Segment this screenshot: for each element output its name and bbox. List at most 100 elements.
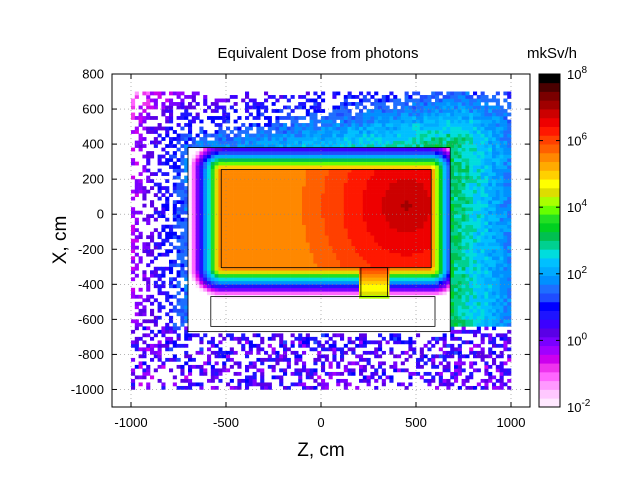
heatmap-cell [389,210,394,215]
heatmap-cell [142,354,147,359]
heatmap-cell [203,168,208,173]
heatmap-cell [188,189,193,194]
heatmap-cell [397,266,402,271]
heatmap-cell [260,221,265,226]
heatmap-cell [347,95,352,99]
heatmap-cell [275,207,280,212]
heatmap-cell [241,179,246,183]
heatmap-cell [207,228,212,233]
heatmap-cell [146,98,151,103]
heatmap-cell [359,228,364,233]
heatmap-cell [153,273,158,278]
heatmap-cell [328,224,333,229]
heatmap-cell [317,189,322,194]
heatmap-cell [351,214,356,219]
heatmap-cell [408,382,413,387]
heatmap-cell [283,385,288,390]
heatmap-cell [245,147,250,152]
heatmap-cell [195,193,200,197]
heatmap-cell [324,238,329,243]
heatmap-cell [454,273,459,278]
heatmap-cell [435,172,440,176]
heatmap-cell [279,133,284,138]
heatmap-cell [321,137,326,141]
heatmap-cell [222,273,227,278]
heatmap-cell [286,189,291,194]
heatmap-cell [332,291,337,296]
heatmap-cell [412,371,417,376]
heatmap-cell [370,277,375,282]
heatmap-cell [435,168,440,173]
heatmap-cell [340,151,345,155]
heatmap-cell [412,151,417,155]
heatmap-cell [279,193,284,197]
heatmap-cell [397,102,402,106]
heatmap-cell [184,161,189,166]
heatmap-cell [150,259,155,264]
heatmap-cell [370,203,375,208]
heatmap-cell [210,221,215,226]
heatmap-cell [245,203,250,208]
heatmap-cell [397,196,402,201]
heatmap-cell [184,165,189,169]
heatmap-cell [438,242,443,247]
heatmap-cell [233,200,238,204]
heatmap-cell [435,193,440,197]
heatmap-cell [222,238,227,243]
heatmap-cell [275,98,280,103]
heatmap-cell [180,273,185,278]
heatmap-cell [366,123,371,127]
heatmap-cell [222,105,227,110]
heatmap-cell [317,242,322,247]
heatmap-cell [419,252,424,257]
heatmap-cell [176,343,181,348]
heatmap-cell [305,182,310,187]
heatmap-cell [324,123,329,127]
heatmap-cell [180,158,185,162]
heatmap-cell [438,224,443,229]
heatmap-cell [381,235,386,240]
heatmap-cell [165,231,170,236]
heatmap-cell [207,224,212,229]
heatmap-cell [233,361,238,366]
heatmap-cell [298,368,303,373]
heatmap-cell [431,287,436,292]
heatmap-cell [302,273,307,278]
heatmap-cell [381,361,386,366]
heatmap-cell [233,214,238,219]
heatmap-cell [378,182,383,187]
heatmap-cell [359,98,364,103]
heatmap-cell [248,382,253,387]
heatmap-cell [275,158,280,162]
heatmap-cell [245,259,250,264]
heatmap-cell [393,242,398,247]
heatmap-cell [252,175,257,180]
heatmap-cell [332,144,337,148]
heatmap-cell [412,256,417,261]
heatmap-cell [374,105,379,110]
heatmap-cell [214,151,219,155]
heatmap-cell [195,214,200,219]
heatmap-cell [283,343,288,348]
heatmap-cell [275,375,280,380]
heatmap-cell [290,182,295,187]
heatmap-cell [340,126,345,131]
heatmap-cell [359,235,364,240]
heatmap-cell [381,116,386,120]
heatmap-cell [416,256,421,261]
heatmap-cell [321,214,326,219]
heatmap-cell [321,179,326,183]
heatmap-cell [233,284,238,289]
heatmap-cell [157,357,162,362]
heatmap-cell [226,161,231,166]
heatmap-cell [184,179,189,183]
heatmap-cell [218,116,223,120]
heatmap-cell [188,217,193,222]
heatmap-cell [271,224,276,229]
heatmap-cell [324,273,329,278]
heatmap-cell [294,221,299,226]
heatmap-cell [134,326,139,331]
heatmap-cell [305,147,310,152]
heatmap-cell [218,287,223,292]
heatmap-cell [294,137,299,141]
